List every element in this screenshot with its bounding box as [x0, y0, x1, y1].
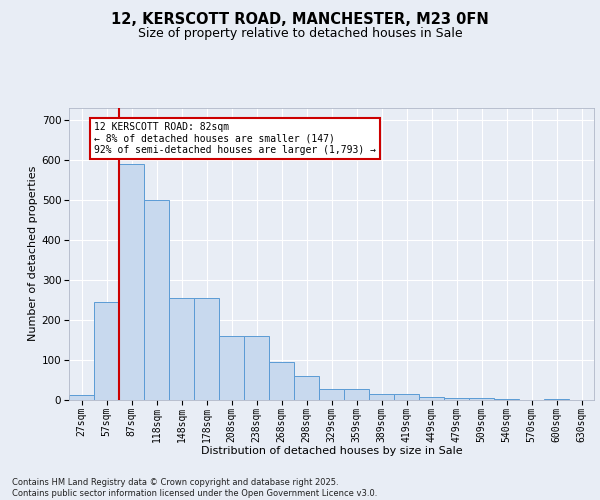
Bar	[269, 362, 294, 400]
Bar	[244, 336, 269, 400]
Bar	[544, 399, 569, 400]
Bar	[169, 298, 194, 400]
Text: 12 KERSCOTT ROAD: 82sqm
← 8% of detached houses are smaller (147)
92% of semi-de: 12 KERSCOTT ROAD: 82sqm ← 8% of detached…	[94, 122, 376, 154]
Bar	[319, 389, 344, 400]
Bar	[294, 376, 319, 400]
X-axis label: Distribution of detached houses by size in Sale: Distribution of detached houses by size …	[200, 446, 463, 456]
Text: 12, KERSCOTT ROAD, MANCHESTER, M23 0FN: 12, KERSCOTT ROAD, MANCHESTER, M23 0FN	[111, 12, 489, 28]
Text: Size of property relative to detached houses in Sale: Size of property relative to detached ho…	[137, 28, 463, 40]
Bar	[94, 302, 119, 400]
Bar	[444, 398, 469, 400]
Bar	[494, 399, 519, 400]
Y-axis label: Number of detached properties: Number of detached properties	[28, 166, 38, 342]
Bar	[69, 395, 94, 400]
Bar	[469, 398, 494, 400]
Bar	[369, 394, 394, 400]
Bar	[344, 389, 369, 400]
Bar	[219, 336, 244, 400]
Bar	[394, 394, 419, 400]
Bar	[419, 397, 444, 400]
Bar	[119, 164, 144, 400]
Bar	[194, 298, 219, 400]
Bar	[144, 200, 169, 400]
Text: Contains HM Land Registry data © Crown copyright and database right 2025.
Contai: Contains HM Land Registry data © Crown c…	[12, 478, 377, 498]
